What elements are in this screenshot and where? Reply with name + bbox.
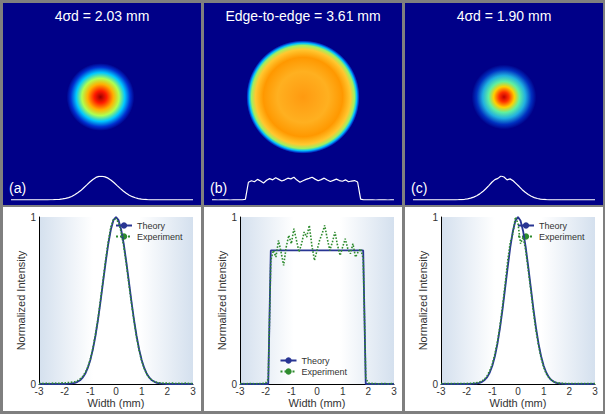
svg-text:1: 1 <box>432 212 438 223</box>
svg-text:Theory: Theory <box>539 221 568 231</box>
svg-text:-1: -1 <box>287 386 296 397</box>
svg-text:-3: -3 <box>236 386 245 397</box>
svg-text:-1: -1 <box>86 386 95 397</box>
svg-text:(b): (b) <box>210 180 227 196</box>
svg-text:0: 0 <box>314 386 320 397</box>
svg-text:1: 1 <box>139 386 145 397</box>
svg-text:0: 0 <box>231 378 237 390</box>
svg-text:Normalized Intensity: Normalized Intensity <box>15 250 27 350</box>
svg-text:3: 3 <box>592 386 598 397</box>
svg-text:(a): (a) <box>9 180 26 196</box>
svg-text:0: 0 <box>113 386 119 397</box>
svg-text:-2: -2 <box>462 386 471 397</box>
svg-text:Width (mm): Width (mm) <box>88 397 145 409</box>
svg-text:1: 1 <box>340 386 346 397</box>
svg-text:1: 1 <box>30 212 36 223</box>
svg-text:0: 0 <box>432 378 438 390</box>
svg-text:Edge-to-edge = 3.61 mm: Edge-to-edge = 3.61 mm <box>225 8 380 24</box>
svg-text:2: 2 <box>366 386 372 397</box>
svg-text:3: 3 <box>391 386 397 397</box>
svg-text:-2: -2 <box>60 386 69 397</box>
svg-text:Theory: Theory <box>137 221 166 231</box>
svg-text:0: 0 <box>30 378 36 390</box>
svg-text:1: 1 <box>231 212 237 223</box>
svg-text:Experiment: Experiment <box>302 367 348 377</box>
svg-text:Experiment: Experiment <box>137 232 183 242</box>
svg-text:-1: -1 <box>488 386 497 397</box>
svg-text:(c): (c) <box>411 180 427 196</box>
svg-text:3: 3 <box>190 386 196 397</box>
svg-text:Theory: Theory <box>302 356 331 366</box>
svg-text:0: 0 <box>515 386 521 397</box>
svg-text:4σd = 1.90 mm: 4σd = 1.90 mm <box>457 8 552 24</box>
svg-text:Normalized Intensity: Normalized Intensity <box>417 250 429 350</box>
svg-text:Experiment: Experiment <box>539 232 585 242</box>
svg-text:4σd = 2.03 mm: 4σd = 2.03 mm <box>55 8 150 24</box>
svg-text:-3: -3 <box>35 386 44 397</box>
svg-text:2: 2 <box>165 386 171 397</box>
svg-text:Width (mm): Width (mm) <box>490 397 547 409</box>
svg-text:-2: -2 <box>261 386 270 397</box>
svg-text:1: 1 <box>541 386 547 397</box>
svg-text:Normalized Intensity: Normalized Intensity <box>216 250 228 350</box>
svg-text:Width (mm): Width (mm) <box>289 397 346 409</box>
svg-text:2: 2 <box>567 386 573 397</box>
svg-text:-3: -3 <box>437 386 446 397</box>
